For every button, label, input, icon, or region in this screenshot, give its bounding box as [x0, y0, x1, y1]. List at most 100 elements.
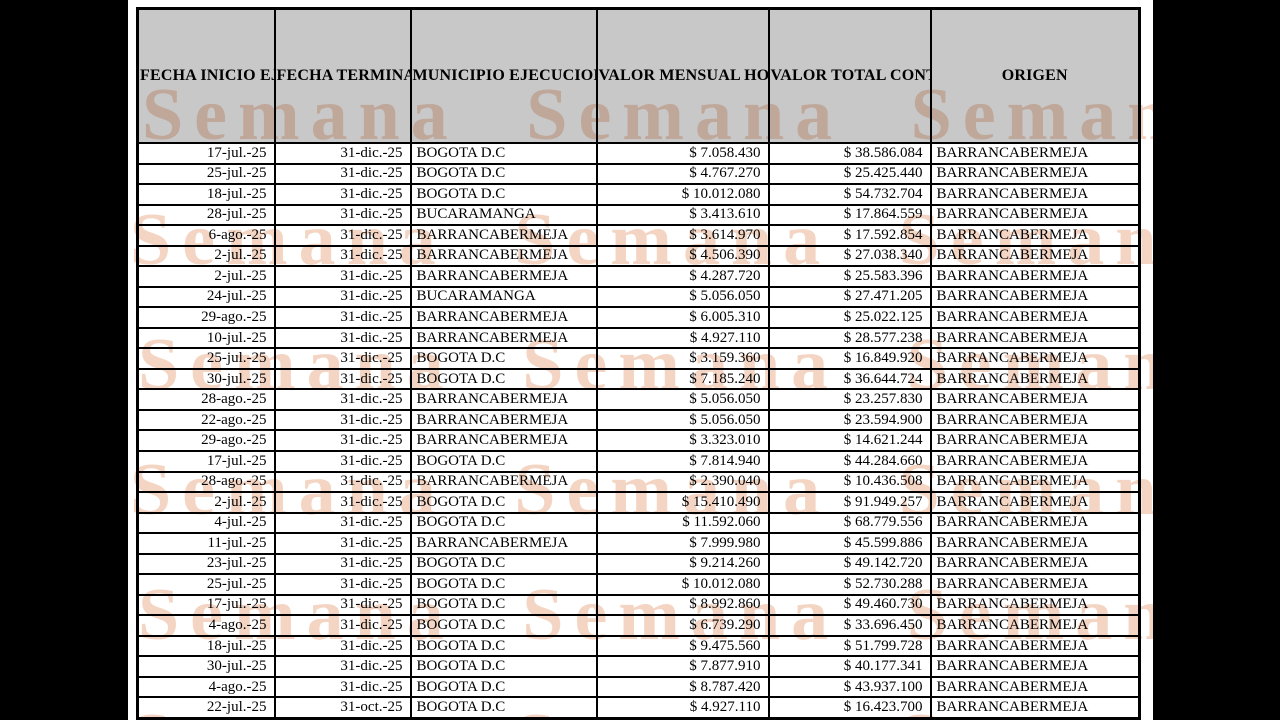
cell-valor-total: $ 23.257.830 [767, 388, 932, 411]
cell-fecha-inicio: 25-jul.-25 [136, 347, 276, 370]
cell-fecha-terminacion: 31-dic.-25 [273, 449, 412, 473]
cell-fecha-inicio: 6-ago.-25 [136, 224, 276, 247]
cell-fecha-inicio: 28-ago.-25 [136, 470, 276, 494]
cell-valor-total: $ 14.621.244 [767, 429, 932, 452]
cell-origen: BARRANCABERMEJA [929, 614, 1141, 637]
cell-valor-mensual: $ 11.592.060 [595, 511, 770, 535]
cell-valor-total: $ 49.142.720 [767, 552, 932, 576]
cell-municipio: BARRANCABERMEJA [409, 224, 598, 247]
cell-municipio: BOGOTA D.C [409, 675, 598, 699]
cell-origen: BARRANCABERMEJA [929, 675, 1141, 699]
cell-valor-mensual: $ 10.012.080 [595, 573, 770, 596]
cell-valor-mensual: $ 6.005.310 [595, 306, 770, 329]
cell-fecha-terminacion: 31-dic.-25 [273, 552, 412, 576]
cell-fecha-terminacion: 31-dic.-25 [273, 367, 412, 391]
cell-fecha-inicio: 18-jul.-25 [136, 634, 276, 658]
cell-municipio: BUCARAMANGA [409, 285, 598, 309]
cell-fecha-inicio: 25-jul.-25 [136, 162, 276, 186]
table-row: 4-jul.-25 31-dic.-25 BOGOTA D.C $ 11.592.06… [136, 511, 1141, 535]
cell-origen: BARRANCABERMEJA [929, 142, 1141, 165]
cell-municipio: BOGOTA D.C [409, 449, 598, 473]
cell-fecha-terminacion: 31-dic.-25 [273, 203, 412, 227]
table-row: 11-jul.-25 31-dic.-25 BARRANCABERMEJA $ 7.9… [136, 532, 1141, 555]
cell-valor-mensual: $ 7.999.980 [595, 532, 770, 555]
cell-origen: BARRANCABERMEJA [929, 244, 1141, 268]
cell-valor-total: $ 23.594.900 [767, 408, 932, 432]
cell-municipio: BOGOTA D.C [409, 183, 598, 206]
cell-valor-mensual: $ 7.058.430 [595, 142, 770, 165]
column-header-fecha-terminacion: FECHA TERMINACION [273, 7, 412, 144]
table-row: 22-jul.-25 31-oct.-25 BOGOTA D.C $ 4.927.11… [136, 696, 1141, 720]
column-header-fecha-inicio: FECHA INICIO EJECUCION [136, 7, 276, 144]
cell-fecha-terminacion: 31-dic.-25 [273, 593, 412, 617]
cell-fecha-inicio: 22-jul.-25 [136, 696, 276, 720]
table-row: 6-ago.-25 31-dic.-25 BARRANCABERMEJA $ 3.61… [136, 224, 1141, 247]
cell-fecha-inicio: 17-jul.-25 [136, 142, 276, 165]
table-row: 28-ago.-25 31-dic.-25 BARRANCABERMEJA $ 5.0… [136, 388, 1141, 411]
cell-fecha-inicio: 30-jul.-25 [136, 367, 276, 391]
cell-fecha-inicio: 4-ago.-25 [136, 675, 276, 699]
cell-fecha-inicio: 10-jul.-25 [136, 326, 276, 350]
cell-fecha-inicio: 17-jul.-25 [136, 593, 276, 617]
cell-fecha-inicio: 11-jul.-25 [136, 532, 276, 555]
cell-origen: BARRANCABERMEJA [929, 429, 1141, 452]
cell-valor-total: $ 25.022.125 [767, 306, 932, 329]
cell-fecha-inicio: 24-jul.-25 [136, 285, 276, 309]
cell-valor-mensual: $ 2.390.040 [595, 470, 770, 494]
cell-origen: BARRANCABERMEJA [929, 162, 1141, 186]
table-row: 2-jul.-25 31-dic.-25 BOGOTA D.C $ 15.410.49… [136, 491, 1141, 514]
document-page: FECHA INICIO EJECUCION FECHA TERMINACION… [128, 0, 1153, 720]
cell-fecha-inicio: 4-jul.-25 [136, 511, 276, 535]
cell-valor-total: $ 51.799.728 [767, 634, 932, 658]
cell-fecha-inicio: 17-jul.-25 [136, 449, 276, 473]
cell-valor-mensual: $ 5.056.050 [595, 388, 770, 411]
cell-fecha-terminacion: 31-dic.-25 [273, 573, 412, 596]
cell-valor-mensual: $ 7.814.940 [595, 449, 770, 473]
cell-municipio: BOGOTA D.C [409, 491, 598, 514]
cell-origen: BARRANCABERMEJA [929, 532, 1141, 555]
cell-valor-mensual: $ 5.056.050 [595, 285, 770, 309]
cell-valor-mensual: $ 6.739.290 [595, 614, 770, 637]
cell-valor-total: $ 16.423.700 [767, 696, 932, 720]
cell-origen: BARRANCABERMEJA [929, 449, 1141, 473]
cell-municipio: BARRANCABERMEJA [409, 244, 598, 268]
cell-valor-total: $ 17.592.854 [767, 224, 932, 247]
table-row: 30-jul.-25 31-dic.-25 BOGOTA D.C $ 7.185.24… [136, 367, 1141, 391]
cell-origen: BARRANCABERMEJA [929, 347, 1141, 370]
cell-valor-total: $ 40.177.341 [767, 655, 932, 678]
table-row: 29-ago.-25 31-dic.-25 BARRANCABERMEJA $ 3.3… [136, 429, 1141, 452]
cell-fecha-terminacion: 31-dic.-25 [273, 470, 412, 494]
cell-fecha-terminacion: 31-dic.-25 [273, 655, 412, 678]
table-row: 2-jul.-25 31-dic.-25 BARRANCABERMEJA $ 4.50… [136, 244, 1141, 268]
cell-origen: BARRANCABERMEJA [929, 511, 1141, 535]
cell-municipio: BOGOTA D.C [409, 655, 598, 678]
cell-valor-total: $ 17.864.559 [767, 203, 932, 227]
table-row: 17-jul.-25 31-dic.-25 BOGOTA D.C $ 7.058.43… [136, 142, 1141, 165]
cell-fecha-inicio: 2-jul.-25 [136, 244, 276, 268]
cell-valor-mensual: $ 4.506.390 [595, 244, 770, 268]
cell-origen: BARRANCABERMEJA [929, 306, 1141, 329]
cell-fecha-terminacion: 31-dic.-25 [273, 614, 412, 637]
cell-municipio: BOGOTA D.C [409, 162, 598, 186]
cell-municipio: BARRANCABERMEJA [409, 326, 598, 350]
table-row: 29-ago.-25 31-dic.-25 BARRANCABERMEJA $ 6.0… [136, 306, 1141, 329]
table-row: 2-jul.-25 31-dic.-25 BARRANCABERMEJA $ 4.28… [136, 265, 1141, 288]
cell-municipio: BOGOTA D.C [409, 347, 598, 370]
cell-origen: BARRANCABERMEJA [929, 593, 1141, 617]
cell-municipio: BARRANCABERMEJA [409, 408, 598, 432]
cell-valor-total: $ 68.779.556 [767, 511, 932, 535]
cell-valor-total: $ 10.436.508 [767, 470, 932, 494]
cell-valor-mensual: $ 10.012.080 [595, 183, 770, 206]
cell-valor-mensual: $ 9.214.260 [595, 552, 770, 576]
cell-fecha-terminacion: 31-dic.-25 [273, 429, 412, 452]
cell-fecha-terminacion: 31-dic.-25 [273, 511, 412, 535]
cell-valor-mensual: $ 3.159.360 [595, 347, 770, 370]
cell-valor-mensual: $ 7.185.240 [595, 367, 770, 391]
cell-valor-total: $ 27.038.340 [767, 244, 932, 268]
table-row: 30-jul.-25 31-dic.-25 BOGOTA D.C $ 7.877.91… [136, 655, 1141, 678]
cell-fecha-inicio: 29-ago.-25 [136, 306, 276, 329]
cell-valor-total: $ 25.425.440 [767, 162, 932, 186]
cell-valor-mensual: $ 3.323.010 [595, 429, 770, 452]
cell-fecha-terminacion: 31-dic.-25 [273, 634, 412, 658]
